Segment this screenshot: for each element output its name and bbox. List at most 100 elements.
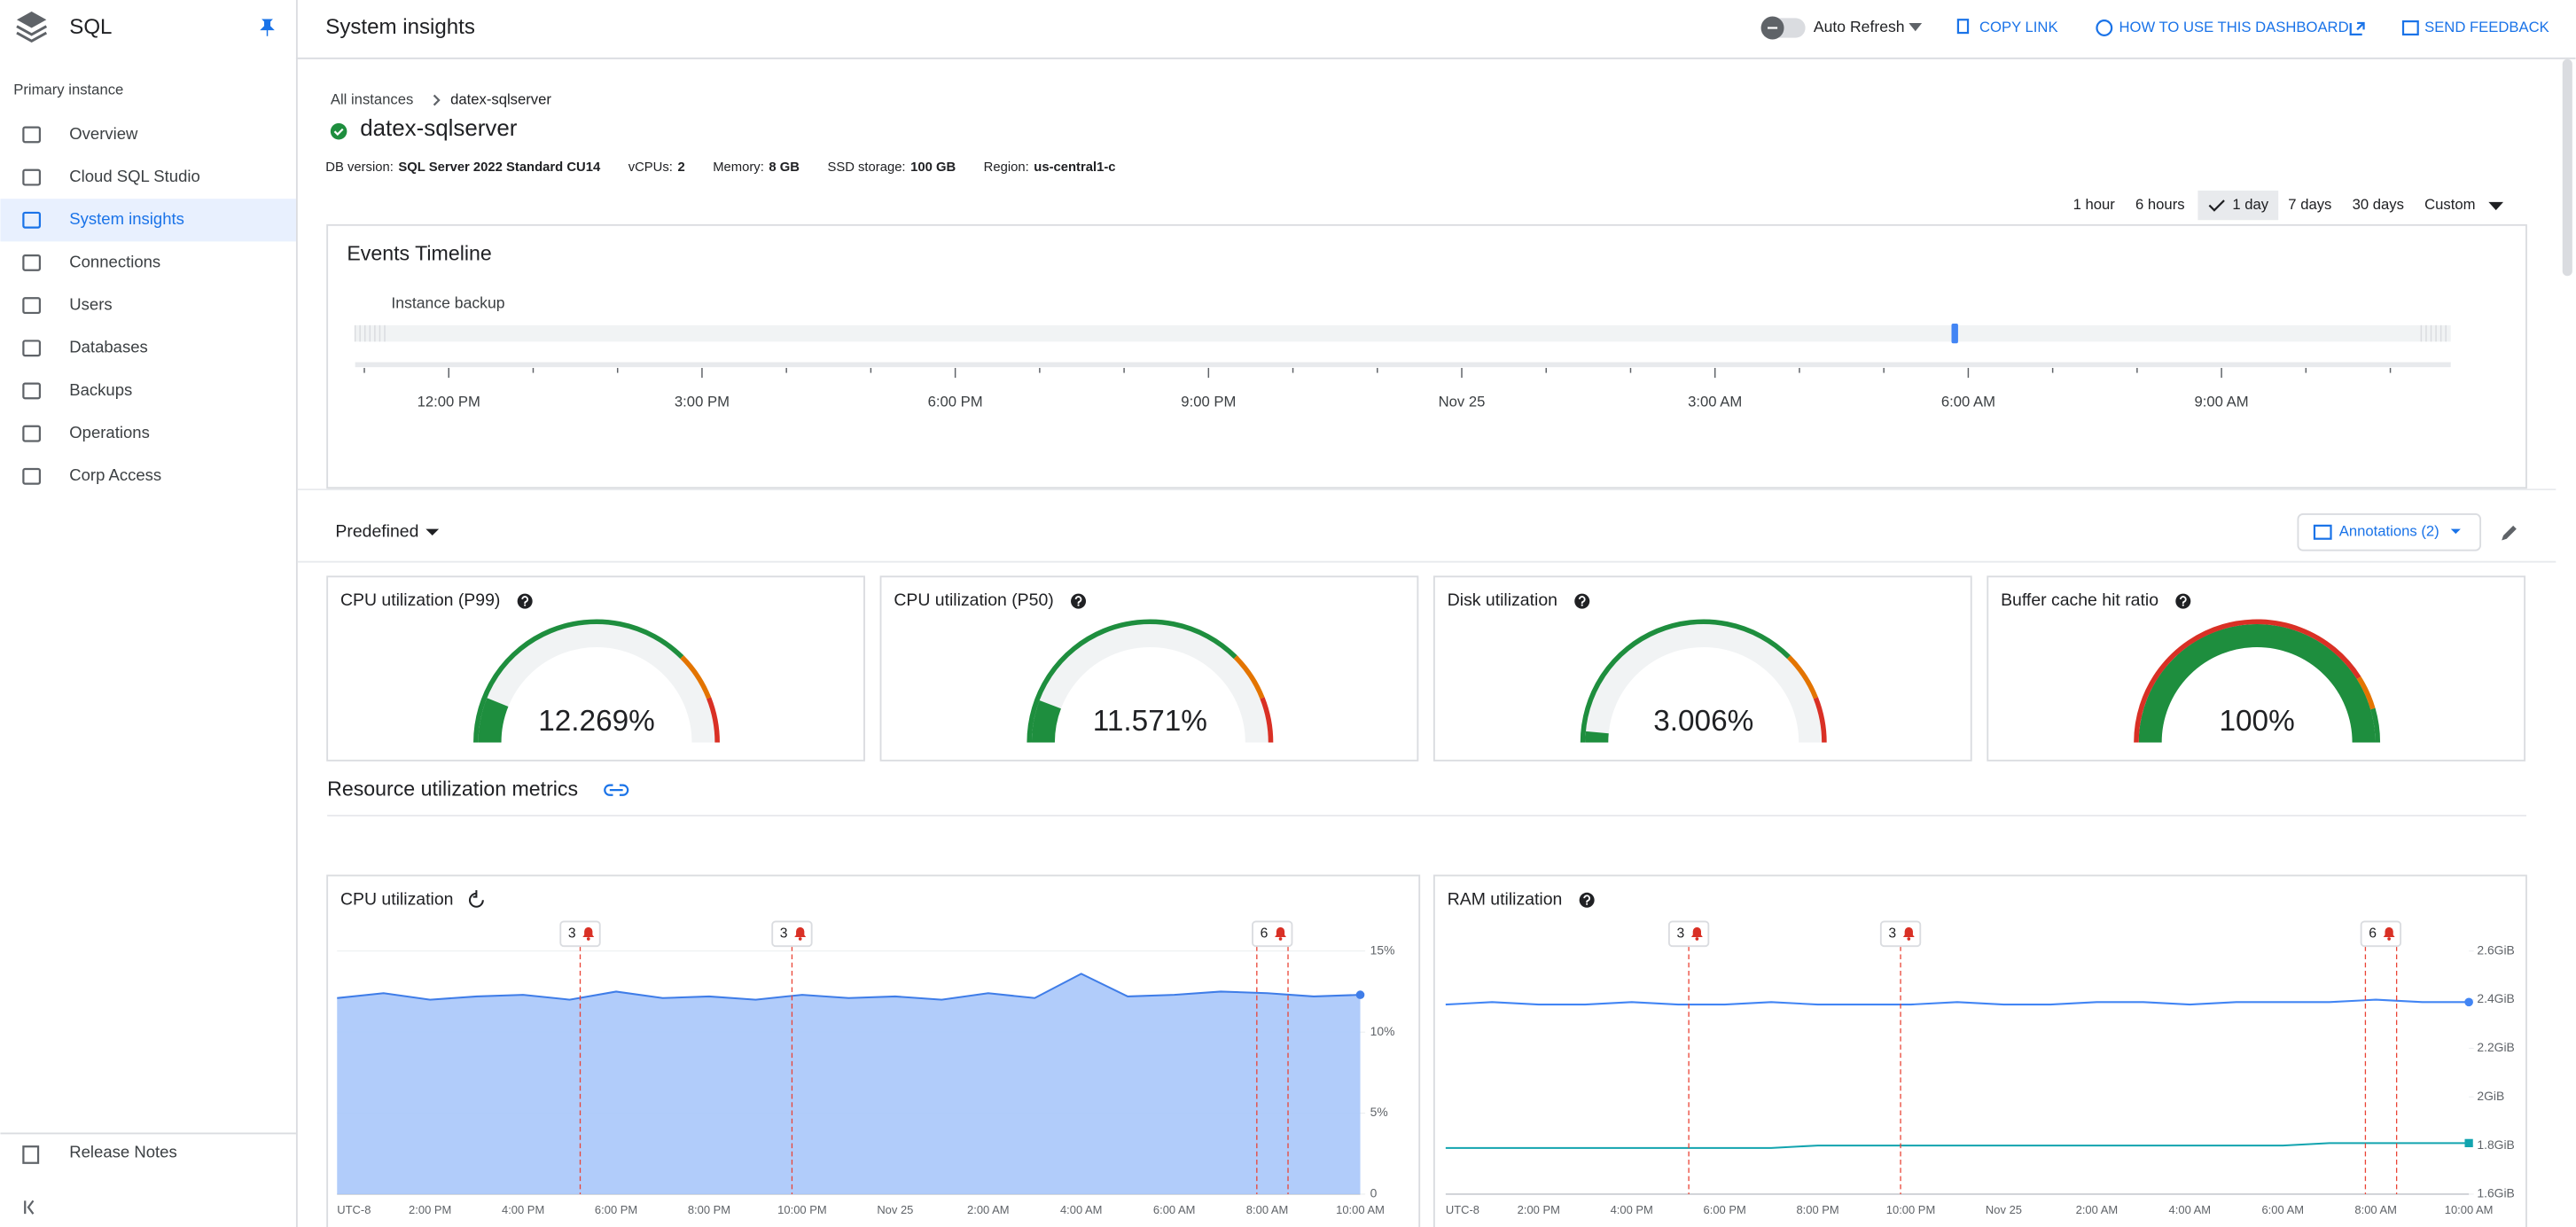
events-card — [326, 223, 2527, 489]
nav-icon — [22, 382, 42, 400]
nav-item[interactable]: Operations — [69, 423, 150, 442]
nav-item[interactable]: System insights — [69, 209, 184, 228]
time-range[interactable]: 1 hour — [2073, 196, 2116, 213]
x-tick-label: 6:00 PM — [595, 1203, 637, 1216]
auto-refresh-toggle[interactable] — [1760, 16, 1806, 40]
gauge-threshold — [473, 619, 684, 743]
feedback-icon — [2401, 20, 2419, 36]
dropdown-arrow[interactable] — [1909, 22, 1923, 32]
nav-item[interactable]: Connections — [69, 252, 160, 270]
copy-icon — [1956, 19, 1970, 35]
annotation-marker[interactable] — [771, 920, 813, 948]
gauge-value-label: 12.269% — [538, 705, 655, 738]
time-range[interactable]: 1 day — [2232, 196, 2268, 213]
time-range[interactable]: 6 hours — [2135, 196, 2185, 213]
nav-item[interactable]: Databases — [69, 338, 148, 356]
time-range[interactable]: 30 days — [2353, 196, 2404, 213]
y-tick-label: 2.4GiB — [2477, 991, 2514, 1005]
breadcrumb-link[interactable]: All instances — [331, 90, 414, 107]
send-feedback[interactable]: SEND FEEDBACK — [2424, 19, 2549, 35]
nav-icon — [22, 297, 42, 315]
detail-value: 2 — [677, 160, 684, 175]
annotation-marker[interactable] — [559, 920, 601, 948]
detail-label: Region: — [984, 160, 1029, 175]
annotations-label[interactable]: Annotations (2) — [2339, 523, 2439, 540]
refresh-icon[interactable] — [468, 890, 484, 908]
y-tick-label: 1.6GiB — [2477, 1186, 2514, 1200]
time-range[interactable]: 7 days — [2288, 196, 2331, 213]
link-icon[interactable] — [604, 784, 629, 796]
x-tick-label: 10:00 PM — [1886, 1203, 1935, 1216]
selected-nav-bg — [0, 199, 296, 242]
release-notes[interactable]: Release Notes — [69, 1143, 176, 1161]
annotations-arrow[interactable] — [2450, 528, 2461, 535]
events-axis-ticks: 12:00 PM 3:00 PM 6:00 PM 9:00 PM Nov 25 3:00 … — [354, 324, 2447, 410]
copy-link[interactable]: COPY LINK — [1979, 19, 2058, 35]
release-notes-icon — [22, 1145, 40, 1164]
status-icon — [330, 122, 347, 140]
auto-refresh-label[interactable]: Auto Refresh — [1814, 18, 1905, 35]
chart-title: CPU utilization — [340, 889, 453, 909]
x-tick-label: Nov 25 — [877, 1203, 913, 1216]
annotation-count: 3 — [1888, 926, 1896, 941]
detail-value: us-central1-c — [1034, 160, 1115, 175]
axis-label: 6:00 PM — [928, 393, 983, 410]
gauge-threshold — [680, 655, 712, 699]
help-icon[interactable] — [1578, 892, 1596, 909]
y-tick-label: 1.8GiB — [2477, 1137, 2514, 1152]
predefined-menu[interactable]: Predefined — [335, 521, 418, 541]
x-tick-label: 2:00 PM — [1518, 1203, 1560, 1216]
gauge-threshold — [1026, 619, 1237, 743]
help-icon[interactable] — [516, 592, 534, 610]
breadcrumb-current: datex-sqlserver — [450, 90, 551, 107]
annotations-button[interactable] — [2297, 512, 2482, 551]
gauge-threshold — [2134, 619, 2361, 743]
annotation-marker[interactable] — [1667, 920, 1710, 948]
how-to-link[interactable]: HOW TO USE THIS DASHBOARD — [2119, 19, 2348, 35]
detail-label: DB version: — [325, 160, 394, 175]
help-icon[interactable] — [2174, 592, 2192, 610]
page-title: System insights — [325, 15, 475, 39]
events-row-label: Instance backup — [391, 293, 504, 311]
x-tick-label: 4:00 AM — [2169, 1203, 2212, 1216]
line — [1445, 998, 2470, 1006]
x-tick-label: 2:00 AM — [967, 1203, 1010, 1216]
help-icon[interactable] — [1070, 592, 1087, 610]
custom-arrow[interactable] — [2488, 201, 2504, 211]
detail-label: Memory: — [713, 160, 764, 175]
annotation-marker[interactable] — [1879, 920, 1922, 948]
end-marker — [1355, 990, 1365, 999]
annotation-marker[interactable] — [2360, 920, 2402, 948]
gauge-card — [879, 575, 1419, 762]
predefined-arrow[interactable] — [425, 528, 440, 535]
backup-event[interactable] — [1951, 323, 1958, 344]
annotation-count: 6 — [2369, 926, 2377, 941]
y-tick-label: 15% — [1370, 942, 1395, 957]
nav-item[interactable]: Backups — [69, 380, 132, 399]
pin-icon[interactable] — [260, 19, 275, 36]
nav-item[interactable]: Corp Access — [69, 465, 161, 484]
edit-icon[interactable] — [2502, 525, 2517, 541]
help-icon[interactable] — [1573, 592, 1591, 610]
axis-label: 3:00 PM — [675, 393, 730, 410]
nav-item[interactable]: Overview — [69, 124, 138, 143]
gauge-value — [478, 698, 509, 743]
scrollbar — [2562, 59, 2572, 277]
time-range[interactable]: Custom — [2424, 196, 2475, 213]
x-tick-label: 2:00 PM — [409, 1203, 451, 1216]
detail-value: 8 GB — [769, 160, 800, 175]
gauge-track — [478, 624, 715, 743]
nav-item[interactable]: Cloud SQL Studio — [69, 167, 200, 185]
gauge-threshold — [1580, 619, 1791, 743]
nav-item[interactable]: Users — [69, 295, 112, 314]
x-tick-label: 4:00 AM — [1060, 1203, 1103, 1216]
gauge-value-label: 3.006% — [1653, 705, 1753, 738]
collapse-button[interactable] — [24, 1200, 35, 1215]
annotation-marker[interactable] — [1252, 920, 1293, 948]
axis-label: Nov 25 — [1439, 393, 1486, 410]
product-logo — [16, 11, 48, 43]
section-label: Primary instance — [13, 81, 123, 98]
instance-name: datex-sqlserver — [360, 116, 518, 141]
charts: CPU utilization 0 5% 10% 15% UTC-8 2:00 PM 4:00… — [326, 874, 2527, 1227]
